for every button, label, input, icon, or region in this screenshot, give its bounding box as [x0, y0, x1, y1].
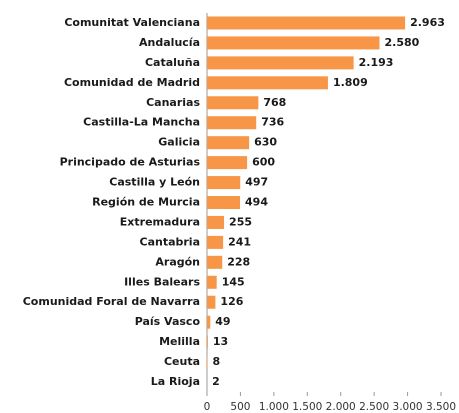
value-label: 2.580 [384, 36, 419, 49]
value-label: 13 [213, 335, 228, 348]
category-label: Cataluña [145, 56, 200, 69]
value-label: 228 [227, 255, 250, 268]
x-tick-label: 2.000 [326, 401, 356, 413]
value-label: 49 [215, 315, 230, 328]
value-label: 2.963 [410, 16, 445, 29]
bar [207, 156, 248, 170]
x-tick-label: 3.500 [426, 401, 456, 413]
bar [207, 275, 217, 289]
value-label: 630 [254, 136, 277, 149]
value-label: 1.809 [333, 76, 368, 89]
category-label: Illes Balears [124, 275, 200, 288]
bar [207, 76, 328, 90]
category-label: Comunidad Foral de Navarra [23, 295, 200, 308]
bar [207, 315, 211, 329]
category-label: Extremadura [120, 215, 200, 228]
value-label: 2.193 [359, 56, 394, 69]
value-label: 736 [261, 116, 284, 129]
value-label: 241 [228, 235, 251, 248]
value-label: 145 [222, 275, 245, 288]
value-label: 8 [213, 355, 221, 368]
bar [207, 16, 406, 30]
bar [207, 136, 250, 150]
bar [207, 96, 259, 110]
category-label: País Vasco [135, 315, 201, 328]
category-label: Melilla [159, 335, 200, 348]
category-label: Andalucía [139, 36, 200, 49]
bar [207, 355, 208, 369]
value-label: 126 [220, 295, 243, 308]
bar [207, 56, 354, 70]
category-label: Aragón [155, 255, 200, 268]
x-tick-label: 500 [230, 401, 250, 413]
value-label: 600 [252, 156, 275, 169]
category-label: Castilla y León [109, 176, 200, 189]
bar [207, 116, 257, 130]
value-label: 2 [212, 375, 220, 388]
x-tick-label: 0 [204, 401, 211, 413]
category-label: La Rioja [151, 375, 200, 388]
value-label: 497 [245, 176, 268, 189]
x-tick-label: 3.000 [393, 401, 423, 413]
x-tick-label: 1.000 [259, 401, 289, 413]
category-label: Región de Murcia [92, 196, 200, 209]
category-label: Cantabria [140, 235, 201, 248]
bar [207, 176, 241, 190]
category-label: Ceuta [164, 355, 200, 368]
bar [207, 335, 208, 349]
x-tick-label: 2.500 [359, 401, 389, 413]
value-label: 494 [245, 196, 268, 209]
value-label: 255 [229, 215, 252, 228]
bar [207, 255, 223, 269]
category-label: Galicia [158, 136, 200, 149]
bar [207, 295, 216, 309]
category-label: Comunidad de Madrid [64, 76, 200, 89]
category-label: Castilla-La Mancha [83, 116, 200, 129]
category-label: Principado de Asturias [60, 156, 201, 169]
category-label: Canarias [146, 96, 200, 109]
bar [207, 215, 225, 229]
x-tick-label: 1.500 [292, 401, 322, 413]
bar [207, 36, 380, 50]
bar [207, 235, 224, 249]
value-label: 768 [263, 96, 286, 109]
category-label: Comunitat Valenciana [64, 16, 200, 29]
bar [207, 196, 241, 209]
